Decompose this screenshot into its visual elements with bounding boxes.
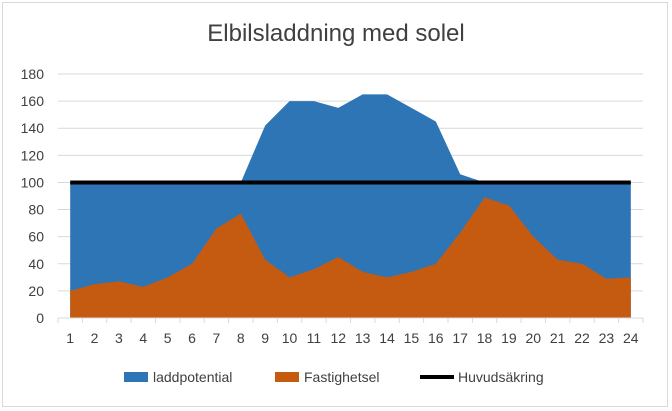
y-tick-label: 120	[21, 147, 45, 163]
x-tick-label: 7	[213, 330, 221, 346]
legend-swatch	[124, 372, 148, 382]
legend-swatch	[275, 372, 299, 382]
axes	[57, 317, 644, 323]
y-tick-label: 80	[28, 202, 44, 218]
x-tick-label: 18	[477, 330, 493, 346]
x-tick-label: 6	[188, 330, 196, 346]
chart-title: Elbilsladdning med solel	[207, 20, 465, 47]
y-tick-label: 140	[21, 120, 45, 136]
x-tick-label: 17	[452, 330, 468, 346]
x-tick-label: 10	[282, 330, 298, 346]
x-tick-label: 24	[623, 330, 639, 346]
x-tick-label: 5	[164, 330, 172, 346]
y-tick-label: 60	[28, 229, 44, 245]
x-tick-label: 9	[261, 330, 269, 346]
area-fastighetsel	[70, 197, 631, 318]
chart-areas	[70, 94, 631, 318]
x-tick-label: 4	[139, 330, 147, 346]
legend-label: laddpotential	[153, 369, 232, 385]
y-tick-label: 40	[28, 256, 44, 272]
x-tick-label: 3	[115, 330, 123, 346]
x-tick-label: 8	[237, 330, 245, 346]
x-tick-label: 21	[550, 330, 566, 346]
x-tick-label: 13	[355, 330, 371, 346]
legend-label: Huvudsäkring	[458, 369, 544, 385]
x-tick-labels: 1 2 3 4 5 6 7 8 9 10 11 12 13 14 15 16 17 18 19 20 21 22 23 24	[66, 330, 639, 346]
y-tick-label: 180	[21, 66, 45, 82]
legend-label: Fastighetsel	[304, 369, 379, 385]
y-tick-label: 20	[28, 283, 44, 299]
legend: laddpotential Fastighetsel Huvudsäkring	[124, 369, 544, 385]
y-tick-label: 160	[21, 93, 45, 109]
x-tick-label: 23	[599, 330, 615, 346]
x-tick-label: 22	[574, 330, 590, 346]
x-tick-label: 19	[501, 330, 517, 346]
x-tick-label: 15	[404, 330, 420, 346]
y-tick-label: 100	[21, 174, 45, 190]
x-tick-label: 2	[91, 330, 99, 346]
x-tick-label: 14	[379, 330, 395, 346]
x-tick-label: 11	[307, 330, 322, 346]
x-tick-label: 16	[428, 330, 444, 346]
x-tick-label: 12	[331, 330, 347, 346]
y-tick-labels: 0 20 40 60 80 100 120 140 160 180	[21, 66, 45, 326]
x-tick-label: 1	[66, 330, 74, 346]
x-tick-label: 20	[526, 330, 542, 346]
y-tick-label: 0	[36, 310, 44, 326]
